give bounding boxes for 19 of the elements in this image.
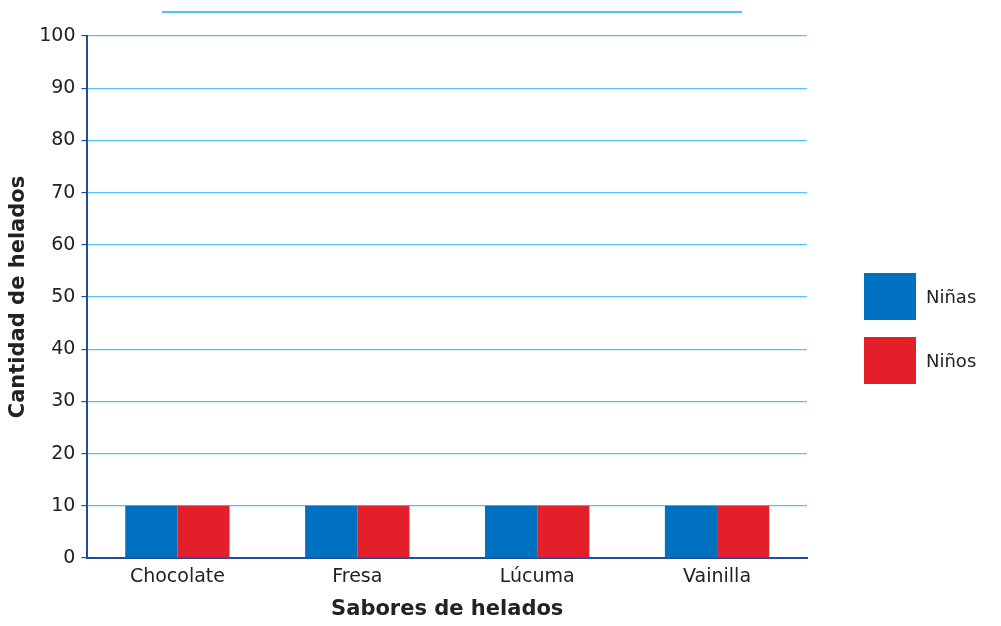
y-tick-label: 60 [51,231,76,254]
x-tick-label: Fresa [332,564,383,587]
y-tick-label: 70 [51,179,76,202]
y-tick-label: 40 [51,336,76,359]
x-tick-label: Lúcuma [499,564,575,587]
x-tick-label: Chocolate [129,564,225,587]
y-tick-label: 0 [63,544,76,567]
y-tick-label: 90 [51,75,76,98]
y-tick-label: 10 [51,492,76,515]
y-tick-label: 30 [51,388,76,411]
x-axis-title: Sabores de helados [331,595,564,620]
y-tick-label: 50 [51,283,76,306]
y-tick-label: 20 [51,440,76,463]
text: Niñas [926,286,977,307]
y-axis-title: Cantidad de helados [5,175,30,419]
y-tick-label: 100 [39,22,76,45]
text: Niños [926,350,977,371]
y-tick-label: 80 [51,127,76,150]
x-tick-label: Vainilla [683,564,752,587]
